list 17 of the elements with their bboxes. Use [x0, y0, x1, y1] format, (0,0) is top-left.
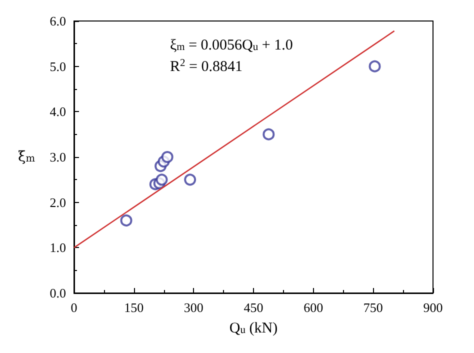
x-tick-label: 750 [363, 300, 383, 315]
y-tick-label: 3.0 [50, 150, 66, 164]
y-tick-label: 1.0 [50, 240, 66, 256]
y-tick-label: 4.0 [50, 104, 66, 120]
x-axis-title: Qu (kN) [229, 320, 278, 336]
x-tick-label: 600 [304, 300, 324, 315]
x-tick-label: 450 [244, 300, 264, 315]
y-tick-label: 0.0 [50, 286, 66, 300]
y-axis-title: ξm [18, 149, 36, 165]
x-tick-label: 150 [124, 300, 144, 315]
y-tick-label: 2.0 [50, 194, 66, 210]
y-tick-label: 6.0 [50, 14, 66, 28]
annotation: ξm = 0.0056Qu + 1.0 [170, 38, 293, 54]
x-tick-label: 300 [184, 300, 204, 315]
x-tick-label: 900 [423, 300, 443, 315]
x-tick-label: 0 [70, 300, 78, 315]
y-tick-label: 5.0 [50, 58, 66, 74]
